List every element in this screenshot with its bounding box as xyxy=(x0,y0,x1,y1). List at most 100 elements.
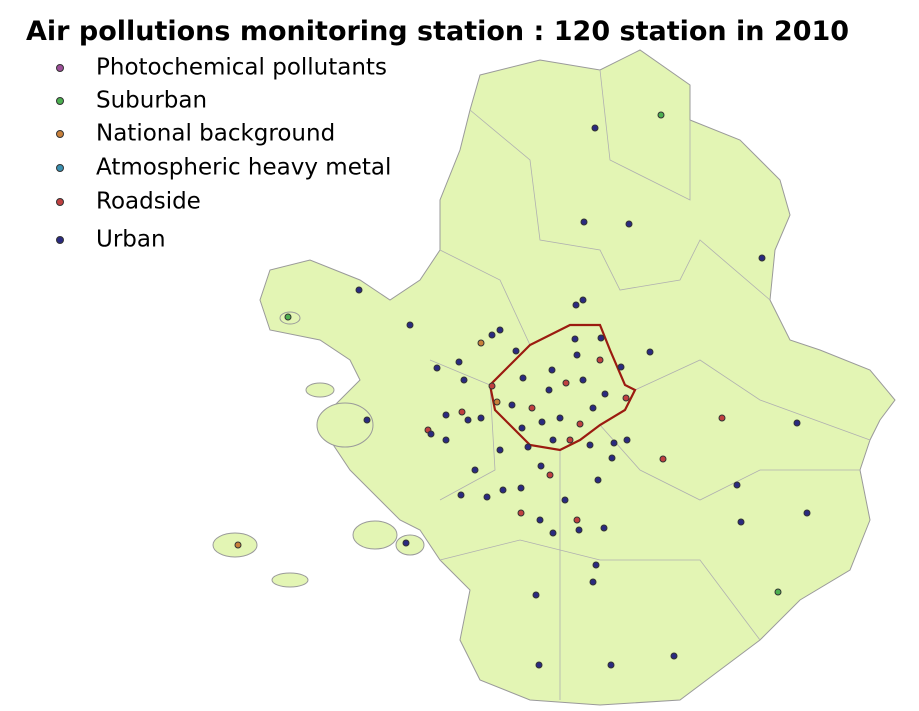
station xyxy=(594,476,602,484)
station xyxy=(607,661,615,669)
title: Air pollutions monitoring station : 120 … xyxy=(26,16,849,47)
station xyxy=(597,334,605,342)
station xyxy=(517,484,525,492)
station xyxy=(234,541,242,549)
station xyxy=(556,414,564,422)
legend-label: Suburban xyxy=(96,88,207,114)
station xyxy=(591,124,599,132)
station xyxy=(573,351,581,359)
station xyxy=(793,419,801,427)
station xyxy=(566,436,574,444)
station xyxy=(758,254,766,262)
station xyxy=(576,420,584,428)
station xyxy=(284,313,292,321)
legend-label: Urban xyxy=(96,227,166,253)
station xyxy=(572,301,580,309)
landmass xyxy=(212,49,896,706)
seoul-boundary xyxy=(488,323,637,452)
station xyxy=(617,363,625,371)
district-border xyxy=(429,359,496,501)
station xyxy=(733,481,741,489)
station xyxy=(589,578,597,586)
station xyxy=(406,321,414,329)
island xyxy=(305,382,335,398)
station xyxy=(546,471,554,479)
station xyxy=(571,335,579,343)
station xyxy=(718,414,726,422)
station xyxy=(483,493,491,501)
station xyxy=(549,529,557,537)
station xyxy=(536,516,544,524)
legend-label: Photochemical pollutants xyxy=(96,55,387,81)
stations xyxy=(234,111,811,669)
station xyxy=(535,661,543,669)
station xyxy=(488,331,496,339)
legend-label: Roadside xyxy=(96,189,201,215)
station xyxy=(586,441,594,449)
island xyxy=(271,572,309,588)
district-border xyxy=(439,539,761,641)
province xyxy=(259,49,896,706)
station xyxy=(518,424,526,432)
station xyxy=(657,111,665,119)
station xyxy=(562,379,570,387)
legend-marker xyxy=(56,130,64,138)
station xyxy=(458,408,466,416)
station xyxy=(471,466,479,474)
station xyxy=(561,496,569,504)
legend-marker xyxy=(56,198,64,206)
station xyxy=(548,366,556,374)
station xyxy=(646,348,654,356)
legend-label: National background xyxy=(96,121,335,147)
station xyxy=(623,436,631,444)
station xyxy=(659,455,667,463)
station xyxy=(402,539,410,547)
station xyxy=(442,436,450,444)
island xyxy=(352,520,398,550)
station xyxy=(488,382,496,390)
district-border xyxy=(599,69,691,201)
station xyxy=(517,509,525,517)
station xyxy=(579,296,587,304)
station xyxy=(455,358,463,366)
island xyxy=(395,534,425,556)
station xyxy=(457,491,465,499)
station xyxy=(496,326,504,334)
station xyxy=(528,404,536,412)
station xyxy=(427,430,435,438)
station xyxy=(512,347,520,355)
district-border xyxy=(634,359,871,441)
station xyxy=(532,591,540,599)
station xyxy=(477,414,485,422)
station xyxy=(596,356,604,364)
station xyxy=(493,398,501,406)
station xyxy=(575,526,583,534)
station xyxy=(774,588,782,596)
station xyxy=(589,404,597,412)
legend-marker xyxy=(56,236,64,244)
station xyxy=(537,462,545,470)
station xyxy=(610,439,618,447)
legend-label: Atmospheric heavy metal xyxy=(96,155,391,181)
station xyxy=(442,411,450,419)
station xyxy=(460,376,468,384)
station xyxy=(579,376,587,384)
station xyxy=(545,386,553,394)
station xyxy=(524,443,532,451)
station xyxy=(538,418,546,426)
station xyxy=(433,364,441,372)
station xyxy=(670,652,678,660)
station xyxy=(549,436,557,444)
station xyxy=(496,446,504,454)
district-border xyxy=(469,109,771,301)
legend: Photochemical pollutants Suburban National… xyxy=(56,55,391,253)
island xyxy=(316,402,374,448)
district-border xyxy=(439,249,531,346)
station xyxy=(363,416,371,424)
station xyxy=(499,486,507,494)
station xyxy=(600,524,608,532)
legend-marker xyxy=(56,97,64,105)
station xyxy=(803,509,811,517)
station xyxy=(608,454,616,462)
